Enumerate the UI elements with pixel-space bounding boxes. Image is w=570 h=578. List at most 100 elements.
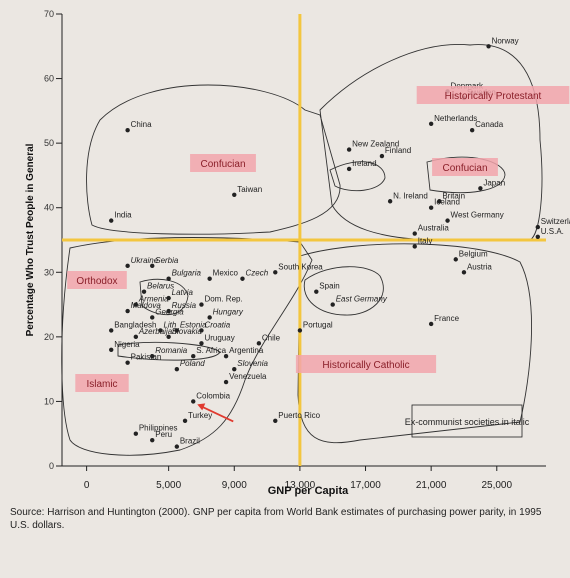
data-point (453, 257, 458, 262)
y-tick-label: 40 (44, 203, 54, 213)
data-point (346, 147, 352, 152)
y-tick-label: 70 (44, 9, 54, 19)
group-outline (139, 278, 189, 316)
data-point (150, 263, 155, 269)
group-label: Confucian (200, 159, 245, 170)
group-outline (117, 341, 221, 361)
data-point-label: Dom. Rep. (204, 295, 242, 304)
data-point (150, 315, 155, 320)
x-tick-label: 13,000 (285, 480, 316, 491)
data-point-label: Slovakia (172, 327, 203, 336)
data-point-label: New Zealand (352, 140, 399, 149)
data-point (182, 418, 188, 423)
data-point (273, 418, 278, 423)
data-point-label: Switzerland (541, 217, 570, 226)
group-outline (426, 156, 506, 194)
data-point-label: Denmark (451, 81, 484, 90)
group-outline (303, 266, 384, 316)
data-point-label: Colombia (196, 391, 230, 400)
data-point (125, 128, 130, 133)
data-point-label: Pakistan (131, 353, 162, 362)
data-point (109, 218, 114, 223)
data-point-label: Russia (172, 301, 197, 310)
data-point (240, 276, 245, 281)
data-point (199, 328, 204, 333)
data-point (535, 234, 540, 239)
data-point-label: Croatia (204, 320, 230, 329)
data-point-label: Belgium (459, 249, 488, 258)
data-point (199, 302, 204, 307)
data-point-label: West Germany (451, 211, 504, 220)
data-point (141, 289, 147, 294)
data-point-label: India (114, 211, 132, 220)
data-point-label: Poland (180, 359, 205, 368)
data-point-label: Norway (492, 36, 519, 45)
data-point-label: Nigeria (114, 340, 140, 349)
data-point (150, 354, 155, 359)
data-point (428, 121, 434, 126)
data-point (109, 328, 114, 333)
group-label-box (75, 374, 129, 392)
data-point-label: Iceland (434, 198, 460, 207)
arrow-head (197, 403, 206, 411)
data-point (174, 366, 180, 372)
data-point (133, 431, 139, 436)
data-point (428, 205, 434, 210)
data-point (535, 224, 540, 230)
data-point (478, 186, 483, 191)
data-point-label: Canada (475, 120, 504, 129)
data-point-label: Turkey (188, 411, 212, 420)
x-tick-label: 9,000 (222, 480, 247, 491)
data-point-label: Finland (385, 146, 411, 155)
arrow-line (198, 404, 234, 423)
data-point-label: Maldova (131, 301, 162, 310)
data-point (379, 153, 385, 159)
data-point (297, 328, 303, 333)
x-tick-label: 17,000 (350, 480, 381, 491)
data-point-label: Latvia (172, 288, 194, 297)
data-point (437, 199, 442, 204)
data-point-label: Armenia (138, 295, 169, 304)
data-point-label: Lith (163, 320, 176, 329)
group-label-box (432, 158, 498, 176)
group-outline (329, 161, 386, 192)
group-label: Historically Catholic (322, 360, 409, 371)
data-point (387, 199, 393, 204)
source-note: Source: Harrison and Huntington (2000). … (10, 507, 542, 531)
x-tick-label: 21,000 (416, 480, 447, 491)
group-outline (86, 84, 341, 235)
data-point-label: Hungary (213, 307, 244, 316)
data-point-label: Venezuela (229, 372, 267, 381)
y-tick-label: 50 (44, 138, 54, 148)
data-point (158, 328, 163, 333)
data-point-label: Ukraine (131, 256, 159, 265)
group-label-box (190, 154, 256, 172)
data-point (191, 399, 196, 404)
data-point (346, 166, 352, 172)
data-point (125, 308, 130, 314)
x-axis-title: GNP per Capita (268, 485, 349, 497)
group-label: Islamic (86, 379, 117, 390)
data-point-label: Chile (262, 333, 281, 342)
data-point-label: France (434, 314, 459, 323)
data-point (207, 315, 212, 320)
data-point (273, 270, 278, 275)
data-point (232, 192, 237, 197)
data-point (166, 276, 171, 281)
data-point-label: Philippines (139, 424, 178, 433)
data-point-label: Australia (418, 224, 450, 233)
group-label-box (295, 355, 437, 373)
data-point (166, 308, 171, 314)
data-point (191, 354, 196, 359)
data-point (486, 44, 491, 49)
y-tick-label: 10 (44, 396, 54, 406)
group-label: Confucian (442, 163, 487, 174)
legend-box (411, 404, 523, 438)
data-point (133, 302, 139, 307)
data-point (199, 341, 204, 346)
data-point (133, 334, 139, 340)
x-tick-label: 25,000 (481, 480, 512, 491)
data-point-label: Argentina (229, 346, 264, 355)
